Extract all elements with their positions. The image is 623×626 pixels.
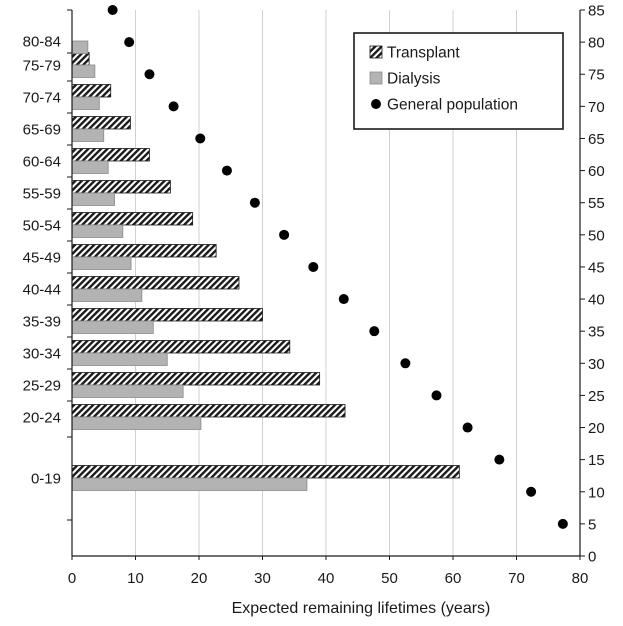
legend-swatch-dialysis — [369, 71, 383, 85]
y-tick-label-55-59: 55-59 — [23, 186, 61, 203]
point-general-population-10 — [526, 486, 537, 497]
bar-transplant-0-19 — [71, 465, 460, 479]
bar-transplant-65-69 — [71, 116, 131, 130]
y-tick-label-65-69: 65-69 — [23, 122, 61, 139]
point-general-population-30 — [400, 358, 411, 369]
y-tick-label-45-49: 45-49 — [23, 250, 61, 267]
y2-tick-label-40: 40 — [588, 292, 605, 309]
y2-tick-label-0: 0 — [588, 549, 596, 566]
point-general-population-50 — [279, 229, 290, 240]
bar-dialysis-70-74 — [71, 96, 100, 110]
bar-dialysis-25-29 — [71, 384, 184, 398]
y2-tick-label-65: 65 — [588, 131, 605, 148]
bar-transplant-20-24 — [71, 404, 346, 418]
y-tick-label-70-74: 70-74 — [23, 90, 61, 107]
point-general-population-25 — [431, 390, 442, 401]
point-general-population-5 — [557, 518, 568, 529]
y2-tick-label-55: 55 — [588, 195, 605, 212]
y2-tick-label-30: 30 — [588, 356, 605, 373]
bar-transplant-40-44 — [71, 276, 240, 290]
bar-dialysis-35-39 — [71, 320, 154, 334]
point-general-population-15 — [494, 454, 505, 465]
y2-tick-label-80: 80 — [588, 35, 605, 52]
legend-label-general-population: General population — [387, 97, 518, 114]
bars — [71, 40, 460, 491]
legend-swatch-general-population — [371, 99, 381, 109]
bar-transplant-55-59 — [71, 180, 171, 194]
x-tick-label-60: 60 — [445, 570, 462, 587]
y2-tick-label-85: 85 — [588, 3, 605, 20]
y2-tick-label-5: 5 — [588, 516, 596, 533]
bar-transplant-60-64 — [71, 148, 150, 162]
bar-dialysis-20-24 — [71, 416, 202, 430]
bar-dialysis-50-54 — [71, 224, 124, 238]
x-tick-label-80: 80 — [572, 570, 589, 587]
bar-dialysis-30-34 — [71, 352, 168, 366]
bar-dialysis-0-19 — [71, 477, 308, 491]
point-general-population-40 — [338, 294, 349, 305]
bar-transplant-30-34 — [71, 340, 291, 354]
bar-dialysis-80-84 — [71, 40, 89, 54]
point-general-population-75 — [144, 69, 155, 80]
y2-tick-label-15: 15 — [588, 452, 605, 469]
y2-tick-label-20: 20 — [588, 420, 605, 437]
bar-transplant-35-39 — [71, 308, 263, 322]
y-tick-label-30-34: 30-34 — [23, 346, 61, 363]
point-general-population-70 — [168, 101, 179, 112]
bar-dialysis-55-59 — [71, 192, 115, 206]
y2-tick-label-45: 45 — [588, 259, 605, 276]
bar-dialysis-45-49 — [71, 256, 132, 270]
y-tick-label-25-29: 25-29 — [23, 378, 61, 395]
bar-dialysis-40-44 — [71, 288, 143, 302]
point-general-population-45 — [308, 261, 319, 272]
y-tick-label-20-24: 20-24 — [23, 410, 61, 427]
legend-label-dialysis: Dialysis — [387, 71, 441, 88]
x-tick-label-0: 0 — [68, 570, 76, 587]
legend-label-transplant: Transplant — [387, 45, 460, 62]
y-tick-label-50-54: 50-54 — [23, 218, 61, 235]
point-general-population-55 — [249, 197, 260, 208]
y-tick-label-75-79: 75-79 — [23, 58, 61, 75]
y2-tick-label-70: 70 — [588, 99, 605, 116]
y2-tick-label-25: 25 — [588, 388, 605, 405]
y2-tick-label-60: 60 — [588, 163, 605, 180]
y-tick-label-35-39: 35-39 — [23, 314, 61, 331]
general-population-points — [107, 5, 568, 529]
x-tick-label-40: 40 — [318, 570, 335, 587]
y-tick-label-60-64: 60-64 — [23, 154, 61, 171]
bar-transplant-25-29 — [71, 372, 321, 386]
x-tick-label-70: 70 — [508, 570, 525, 587]
axes: 0-19 20-24 25-29 30-34 35-39 40-44 45-49 50-54 5… — [23, 3, 605, 618]
bar-transplant-45-49 — [71, 244, 217, 258]
point-general-population-35 — [369, 326, 380, 337]
bar-dialysis-65-69 — [71, 128, 105, 142]
y2-tick-label-10: 10 — [588, 484, 605, 501]
x-axis-title: Expected remaining lifetimes (years) — [232, 600, 491, 617]
legend-swatch-transplant — [369, 45, 383, 59]
x-tick-label-20: 20 — [191, 570, 208, 587]
legend-box — [353, 32, 564, 130]
y-tick-label-80-84: 80-84 — [23, 34, 61, 51]
point-general-population-60 — [221, 165, 232, 176]
point-general-population-85 — [107, 5, 118, 15]
y2-tick-label-35: 35 — [588, 324, 605, 341]
bar-transplant-50-54 — [71, 212, 194, 226]
x-tick-label-10: 10 — [127, 570, 144, 587]
bar-transplant-75-79 — [71, 52, 90, 66]
point-general-population-80 — [124, 37, 135, 48]
y2-tick-label-75: 75 — [588, 67, 605, 84]
y-tick-label-40-44: 40-44 — [23, 282, 61, 299]
y2-tick-label-50: 50 — [588, 227, 605, 244]
x-tick-label-30: 30 — [254, 570, 271, 587]
x-tick-label-50: 50 — [381, 570, 398, 587]
bar-dialysis-60-64 — [71, 160, 109, 174]
point-general-population-65 — [195, 133, 206, 144]
bar-transplant-70-74 — [71, 84, 112, 98]
y-tick-label-0-19: 0-19 — [31, 471, 61, 488]
bar-dialysis-75-79 — [71, 64, 96, 78]
point-general-population-20 — [462, 422, 473, 433]
legend: Transplant Dialysis General population — [353, 32, 564, 130]
